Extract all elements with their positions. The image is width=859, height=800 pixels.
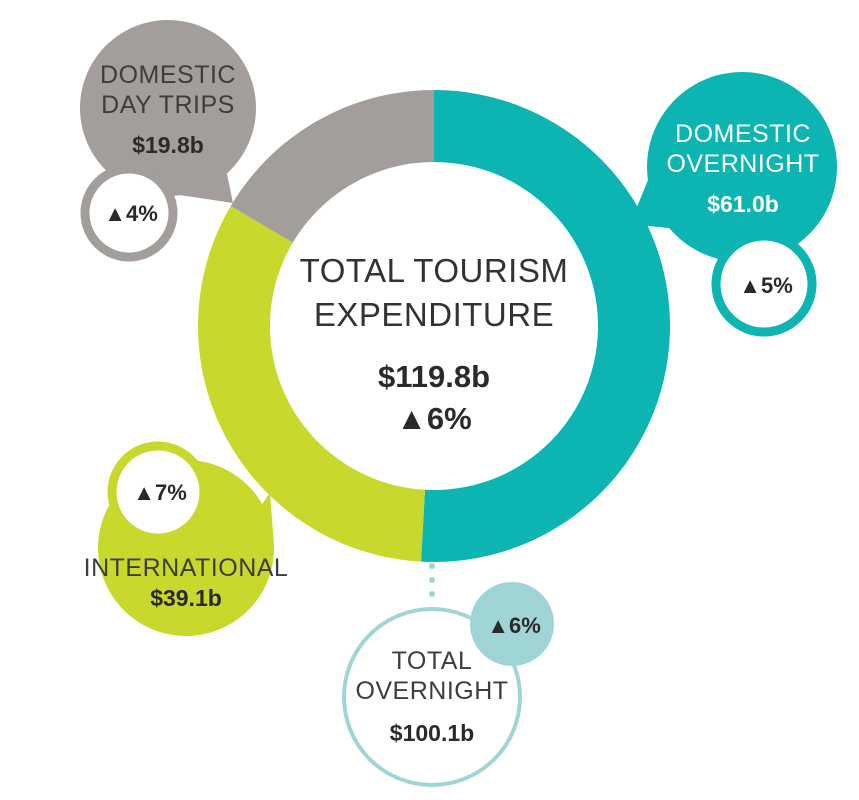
- value-domestic-overnight: $61.0b: [707, 191, 779, 217]
- total-change: ▲6%: [396, 401, 472, 436]
- label-domestic-day-trips-line-2: DAY TRIPS: [101, 91, 235, 119]
- slice-domestic-overnight: [421, 90, 671, 562]
- label-total-overnight-line-1: TOTAL: [392, 647, 473, 675]
- value-total-overnight: $100.1b: [390, 720, 474, 746]
- connector-dots: [429, 563, 435, 597]
- callout-international: INTERNATIONAL $39.1b ▲7%: [84, 441, 289, 636]
- callout-domestic-overnight: DOMESTIC OVERNIGHT $61.0b ▲5%: [630, 72, 837, 337]
- change-domestic-day-trips: ▲4%: [104, 201, 158, 226]
- connector-dot-3: [429, 591, 435, 597]
- change-circle-total-overnight: [470, 582, 554, 666]
- connector-dot-1: [429, 563, 435, 569]
- change-circle-international: [107, 441, 209, 543]
- label-domestic-day-trips-line-1: DOMESTIC: [100, 61, 236, 89]
- callout-bubble-domestic-overnight: [630, 72, 837, 262]
- chart-title-line-1: TOTAL TOURISM: [300, 252, 569, 289]
- donut-ring: [197, 90, 671, 562]
- change-circle-domestic-day-trips: [80, 164, 178, 262]
- callout-domestic-day-trips: DOMESTIC DAY TRIPS $19.8b ▲4%: [80, 19, 257, 262]
- value-domestic-day-trips: $19.8b: [132, 132, 204, 158]
- change-international: ▲7%: [133, 480, 187, 505]
- total-overnight-circle: [342, 607, 522, 787]
- callout-bubble-domestic-day-trips: [80, 19, 257, 203]
- label-international: INTERNATIONAL: [84, 554, 289, 582]
- change-circle-domestic-overnight: [711, 231, 817, 337]
- change-total-overnight: ▲6%: [487, 613, 541, 638]
- value-international: $39.1b: [150, 585, 222, 611]
- slice-international: [197, 206, 425, 562]
- chart-title-line-2: EXPENDITURE: [314, 296, 554, 333]
- label-total-overnight-line-2: OVERNIGHT: [355, 677, 508, 705]
- center-label-group: TOTAL TOURISM EXPENDITURE $119.8b ▲6%: [300, 252, 569, 436]
- label-domestic-overnight-line-1: DOMESTIC: [675, 120, 811, 148]
- label-domestic-overnight-line-2: OVERNIGHT: [666, 150, 819, 178]
- slice-domestic-day-trips: [230, 90, 434, 243]
- callout-total-overnight: TOTAL OVERNIGHT $100.1b ▲6%: [342, 563, 554, 787]
- connector-dot-2: [429, 577, 435, 583]
- change-domestic-overnight: ▲5%: [739, 273, 793, 298]
- total-value: $119.8b: [378, 359, 490, 394]
